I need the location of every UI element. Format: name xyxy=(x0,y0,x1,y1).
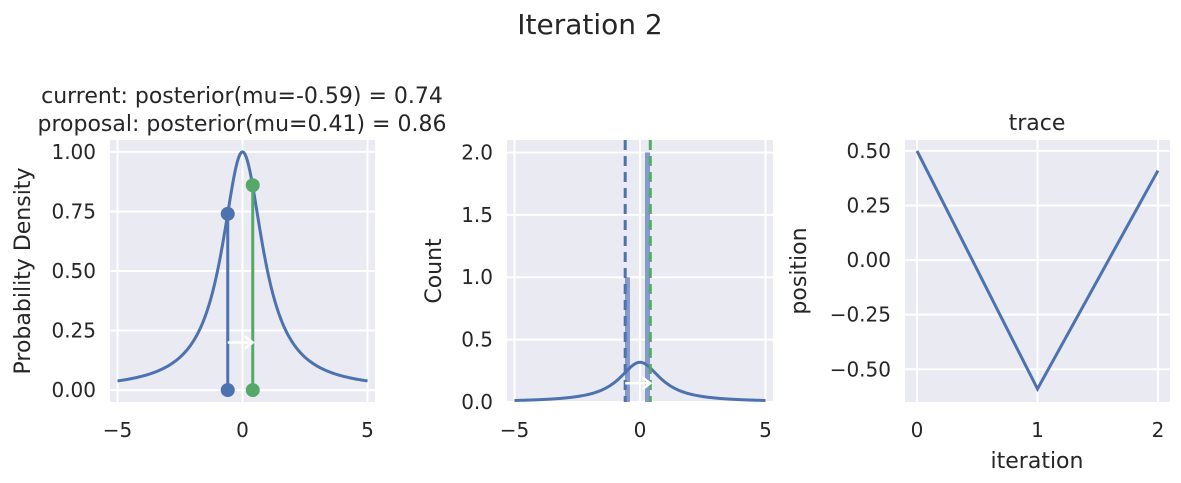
panel3-ticks: 0 1 2 0.50 0.25 0.00 −0.25 −0.50 xyxy=(830,139,1165,442)
panel3-xlabel: iteration xyxy=(991,449,1084,474)
panel1-xtick-label: 0 xyxy=(236,418,249,442)
proposal-arrow-head xyxy=(244,335,255,350)
panel3-title: trace xyxy=(1009,111,1066,136)
panel1-ticks: −5 0 5 0.00 0.25 0.50 0.75 1.00 xyxy=(51,140,373,442)
panel1-plot xyxy=(117,150,368,398)
panel2-ytick-label: 1.0 xyxy=(461,265,493,289)
panel-histogram: −5 0 5 0.0 0.5 1.0 1.5 2.0 Count xyxy=(422,140,773,442)
panel2-ytick-label: 1.5 xyxy=(461,203,493,227)
panel2-xtick-label: −5 xyxy=(500,418,529,442)
current-base-point xyxy=(220,383,235,398)
panel2-ylabel: Count xyxy=(422,238,447,304)
panel2-plot xyxy=(514,140,766,402)
panel2-ticks: −5 0 5 0.0 0.5 1.0 1.5 2.0 xyxy=(461,140,772,442)
panel1-ytick-label: 1.00 xyxy=(51,140,96,164)
posterior-curve xyxy=(117,150,368,383)
histogram-bar xyxy=(645,152,651,402)
figure-title: Iteration 2 xyxy=(517,8,662,41)
panel3-ytick-label: −0.50 xyxy=(830,357,891,381)
panel2-ytick-label: 0.5 xyxy=(461,328,493,352)
density-curve xyxy=(514,360,766,402)
panel3-ytick-label: 0.50 xyxy=(846,139,891,163)
panel1-xtick-label: −5 xyxy=(103,418,132,442)
proposal-point xyxy=(245,178,260,193)
panel3-plot xyxy=(915,150,1160,393)
panel1-title-line1: current: posterior(mu=-0.59) = 0.74 xyxy=(41,84,443,109)
panel2-ytick-label: 0.0 xyxy=(461,390,493,414)
panel3-ytick-label: 0.00 xyxy=(846,248,891,272)
panel3-grid xyxy=(905,140,1170,402)
panel1-grid xyxy=(110,140,375,402)
panel3-xtick-label: 0 xyxy=(911,418,924,442)
panel-posterior: current: posterior(mu=-0.59) = 0.74 prop… xyxy=(11,84,446,442)
panel3-xtick-label: 2 xyxy=(1152,418,1165,442)
panel1-xtick-label: 5 xyxy=(361,418,374,442)
panel3-ylabel: position xyxy=(787,227,812,314)
proposal-base-point xyxy=(245,383,260,398)
panel3-xtick-label: 1 xyxy=(1031,418,1044,442)
current-point xyxy=(220,206,235,221)
trace-line xyxy=(915,150,1160,393)
histogram-bar xyxy=(624,277,630,402)
panel1-title-line2: proposal: posterior(mu=0.41) = 0.86 xyxy=(38,112,447,137)
panel2-xtick-label: 5 xyxy=(759,418,772,442)
proposal-arrow-head xyxy=(641,376,653,391)
panel1-ytick-label: 0.75 xyxy=(51,199,96,223)
panel-trace: trace 0 1 2 0.50 0.25 0.00 −0.25 −0.50 iteratio… xyxy=(787,111,1170,474)
panel1-ytick-label: 0.25 xyxy=(51,319,96,343)
panel2-ytick-label: 2.0 xyxy=(461,140,493,164)
panel2-grid xyxy=(507,140,773,403)
panel2-xtick-label: 0 xyxy=(634,418,647,442)
panel1-ytick-label: 0.50 xyxy=(51,259,96,283)
panel1-ylabel: Probability Density xyxy=(11,168,36,375)
panel3-ytick-label: −0.25 xyxy=(830,303,891,327)
panel1-ytick-label: 0.00 xyxy=(51,378,96,402)
panel3-ytick-label: 0.25 xyxy=(846,194,891,218)
